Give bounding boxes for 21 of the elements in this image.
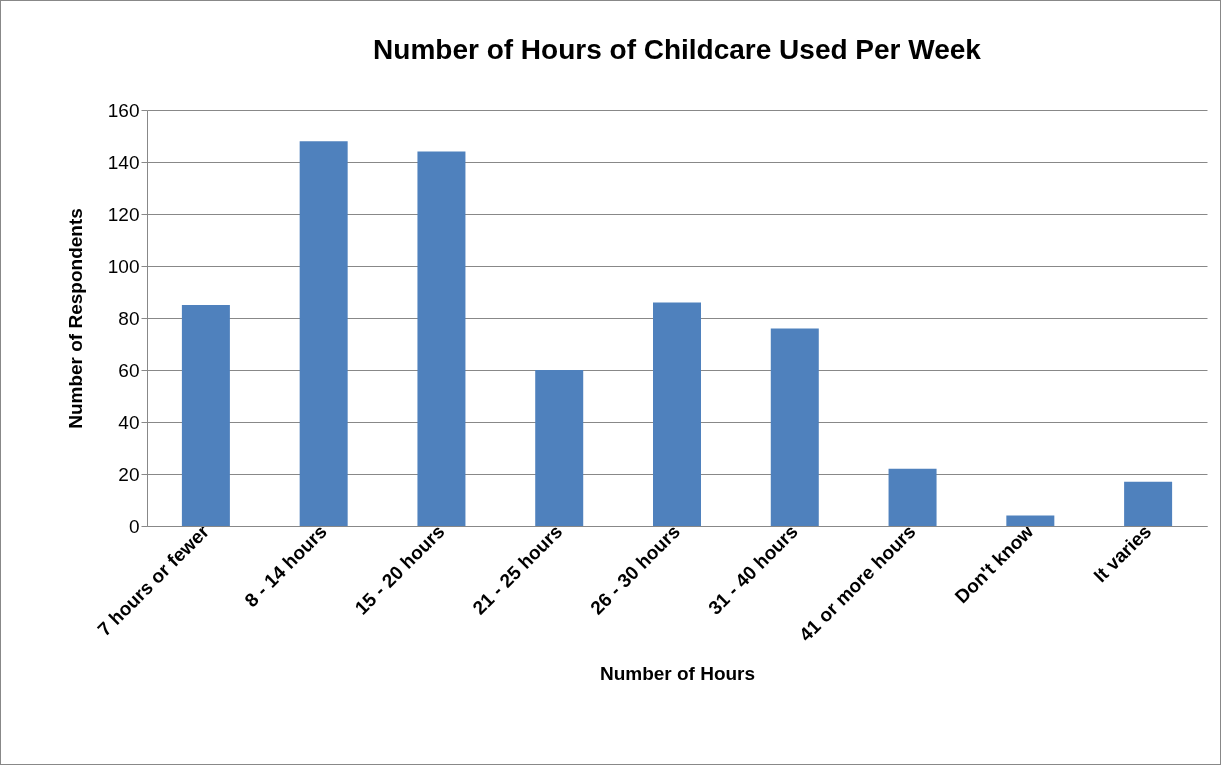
chart-title: Number of Hours of Childcare Used Per Week	[373, 34, 982, 65]
y-tick-label: 40	[118, 411, 140, 433]
bar	[1006, 515, 1055, 526]
bar	[888, 468, 937, 526]
y-tick-label: 80	[118, 307, 140, 329]
bar	[770, 328, 819, 526]
bar	[299, 141, 348, 526]
bar	[1124, 481, 1173, 526]
y-axis-title: Number of Respondents	[64, 208, 86, 429]
x-axis-title: Number of Hours	[599, 663, 756, 685]
y-tick-label: 0	[128, 515, 140, 537]
bar	[653, 302, 701, 526]
bar	[417, 151, 466, 526]
bar	[181, 305, 230, 526]
y-tick-label: 160	[107, 99, 140, 121]
y-tick-label: 140	[107, 151, 140, 173]
y-tick-label: 100	[107, 255, 140, 277]
bar	[535, 370, 584, 526]
y-tick-label: 120	[107, 203, 140, 225]
y-tick-label: 20	[118, 463, 140, 485]
y-tick-label: 60	[118, 359, 140, 381]
